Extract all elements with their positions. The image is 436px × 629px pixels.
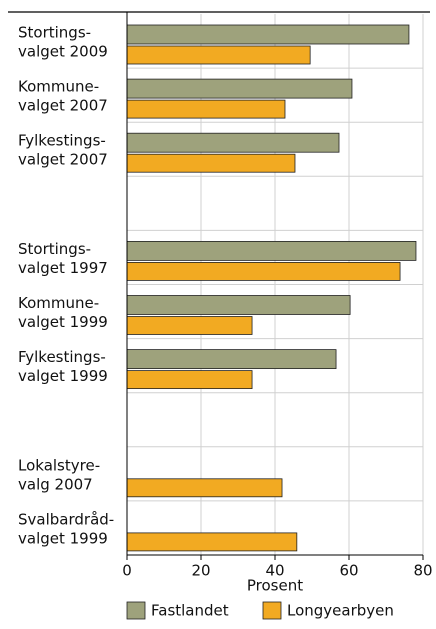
- y-tick-label: Stortings-: [18, 240, 91, 258]
- y-tick-label: valget 1997: [18, 259, 108, 277]
- bar: [126, 132, 340, 153]
- bar: [126, 261, 401, 281]
- y-tick-label: Fylkestings-: [18, 348, 106, 366]
- y-tick-label: valget 1999: [18, 529, 108, 547]
- x-tick-label: 80: [413, 562, 432, 580]
- y-tick-label: valget 2009: [18, 43, 108, 61]
- legend-label: Longyearbyen: [287, 602, 394, 620]
- y-tick-label: Kommune-: [18, 294, 99, 312]
- x-tick-label: 0: [122, 562, 132, 580]
- x-tick-label: 20: [191, 562, 210, 580]
- legend-swatch: [262, 601, 282, 620]
- bar: [126, 153, 296, 173]
- y-tick-label: Svalbardråd-: [18, 510, 114, 528]
- bar: [126, 78, 353, 99]
- y-tick-label: valget 1999: [18, 367, 108, 385]
- x-tick-label: 40: [265, 562, 284, 580]
- legend-swatch: [126, 601, 146, 620]
- y-tick-label: Kommune-: [18, 78, 99, 96]
- bar: [126, 99, 286, 119]
- bar: [126, 532, 298, 552]
- y-tick-label: valget 2007: [18, 151, 108, 169]
- y-tick-label: Stortings-: [18, 24, 91, 42]
- bar: [126, 370, 253, 390]
- x-axis-label: Prosent: [247, 577, 303, 595]
- bar: [126, 349, 337, 370]
- x-tick-label: 60: [339, 562, 358, 580]
- bar: [126, 24, 410, 45]
- legend-label: Fastlandet: [151, 602, 229, 620]
- bar: [126, 295, 351, 315]
- y-tick-label: Fylkestings-: [18, 132, 106, 150]
- y-tick-label: valget 1999: [18, 313, 108, 331]
- bar: [126, 478, 283, 498]
- bar: [126, 45, 311, 65]
- bar: [126, 240, 417, 261]
- bar: [126, 316, 253, 335]
- y-tick-label: Lokalstyre-: [18, 456, 100, 474]
- y-tick-label: valget 2007: [18, 97, 108, 115]
- y-tick-label: valg 2007: [18, 475, 93, 493]
